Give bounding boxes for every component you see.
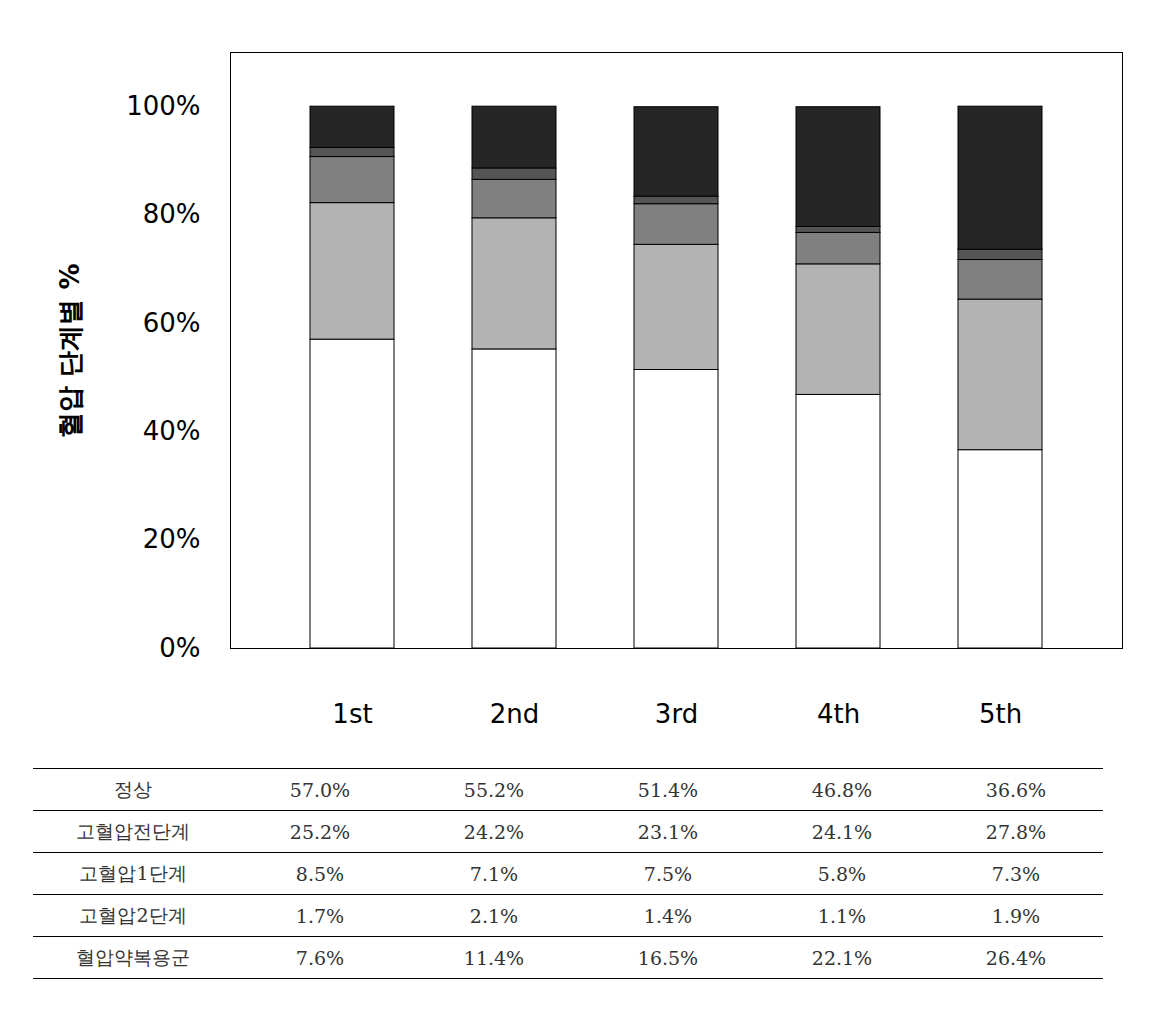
html-text:36.6%: 36.6%	[985, 778, 1047, 801]
svg-text:0%: 0%	[159, 633, 200, 663]
svg-text:혈압 단계별 %: 혈압 단계별 %	[55, 263, 85, 437]
svg-text:2nd: 2nd	[490, 699, 540, 729]
html-text:고혈압1단계: 고혈압1단계	[79, 861, 187, 884]
html-text:고혈압전단계: 고혈압전단계	[76, 819, 190, 842]
html-text:51.4%: 51.4%	[637, 778, 699, 801]
html-text:1.9%: 1.9%	[991, 904, 1041, 927]
html-text:24.2%: 24.2%	[463, 820, 525, 843]
html-text:26.4%: 26.4%	[985, 946, 1047, 969]
svg-text:4th: 4th	[817, 699, 860, 729]
html-text:7.6%: 7.6%	[295, 946, 345, 969]
html-text:16.5%: 16.5%	[637, 946, 699, 969]
html-text:23.1%: 23.1%	[637, 820, 699, 843]
svg-text:3rd: 3rd	[655, 699, 698, 729]
html-text:8.5%: 8.5%	[295, 862, 345, 885]
html-text:2.1%: 2.1%	[469, 904, 519, 927]
html-text:1.4%: 1.4%	[643, 904, 693, 927]
html-text:고혈압2단계: 고혈압2단계	[79, 903, 187, 926]
html-text:22.1%: 22.1%	[811, 946, 873, 969]
html-text:55.2%: 55.2%	[463, 778, 525, 801]
html-text:24.1%: 24.1%	[811, 820, 873, 843]
svg-text:60%: 60%	[143, 308, 201, 338]
html-text:27.8%: 27.8%	[985, 820, 1047, 843]
html-text:혈압약복용군: 혈압약복용군	[76, 945, 190, 968]
svg-text:40%: 40%	[143, 416, 201, 446]
html-text:1.1%: 1.1%	[817, 904, 867, 927]
svg-text:80%: 80%	[143, 199, 201, 229]
html-text:46.8%: 46.8%	[811, 778, 873, 801]
svg-text:20%: 20%	[143, 524, 201, 554]
html-text:7.1%: 7.1%	[469, 862, 519, 885]
svg-text:5th: 5th	[979, 699, 1022, 729]
svg-text:1st: 1st	[332, 699, 372, 729]
svg-text:100%: 100%	[126, 91, 200, 121]
html-text:1.7%: 1.7%	[295, 904, 345, 927]
html-text:5.8%: 5.8%	[817, 862, 867, 885]
html-text:7.3%: 7.3%	[991, 862, 1041, 885]
html-text:57.0%: 57.0%	[289, 778, 351, 801]
html-text:11.4%: 11.4%	[463, 946, 525, 969]
html-text:정상: 정상	[114, 777, 152, 800]
html-text:7.5%: 7.5%	[643, 862, 693, 885]
html-text:25.2%: 25.2%	[289, 820, 351, 843]
